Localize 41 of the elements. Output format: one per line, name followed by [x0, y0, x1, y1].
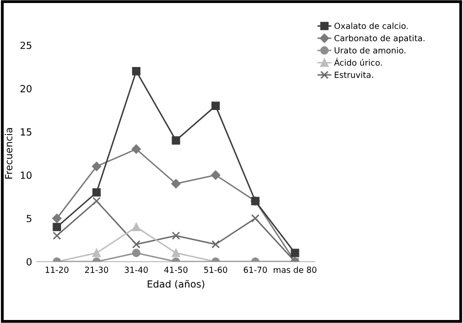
point — [211, 170, 220, 180]
x-tick-label: 41-50 — [164, 266, 188, 273]
point — [172, 136, 180, 145]
x-tick-label: 31-40 — [124, 266, 148, 273]
point — [251, 214, 260, 223]
y-tick-label: 25 — [20, 42, 32, 50]
legend-label: Ácido úrico. — [334, 58, 382, 66]
point — [132, 144, 141, 154]
point — [92, 188, 101, 197]
y-axis-title: Frecuencia — [4, 128, 12, 179]
point — [132, 67, 140, 76]
y-tick-label: 5 — [26, 214, 32, 222]
point — [172, 231, 180, 240]
point — [211, 102, 220, 110]
x-tick-label: 21-30 — [85, 266, 108, 273]
y-tick-label: 15 — [20, 128, 32, 136]
point — [52, 214, 62, 223]
point — [132, 240, 140, 248]
point — [92, 162, 102, 172]
x-tick-label: mas de 80 — [274, 266, 316, 273]
legend-label: Urato de amonio. — [334, 47, 406, 54]
point — [92, 248, 101, 258]
point — [52, 231, 62, 240]
x-tick-label: 51-60 — [204, 266, 228, 273]
point — [211, 240, 220, 248]
point — [132, 248, 140, 258]
legend-label: Oxalato de calcio. — [334, 22, 408, 30]
legend-label: Carbonato de apatita. — [334, 34, 424, 43]
point — [132, 222, 140, 232]
point — [52, 222, 62, 232]
x-tick-label: 11-20 — [46, 266, 68, 273]
point — [290, 248, 300, 258]
point — [171, 179, 181, 188]
x-axis-title: Edad (años) — [148, 280, 204, 289]
point — [92, 196, 101, 206]
x-tick-label: 61-70 — [244, 266, 267, 273]
y-tick-label: 10 — [20, 172, 32, 179]
y-tick-label: 0 — [26, 258, 32, 266]
y-tick-label: 20 — [20, 84, 32, 92]
legend-label: Estruvita. — [334, 72, 373, 78]
point — [172, 248, 180, 258]
